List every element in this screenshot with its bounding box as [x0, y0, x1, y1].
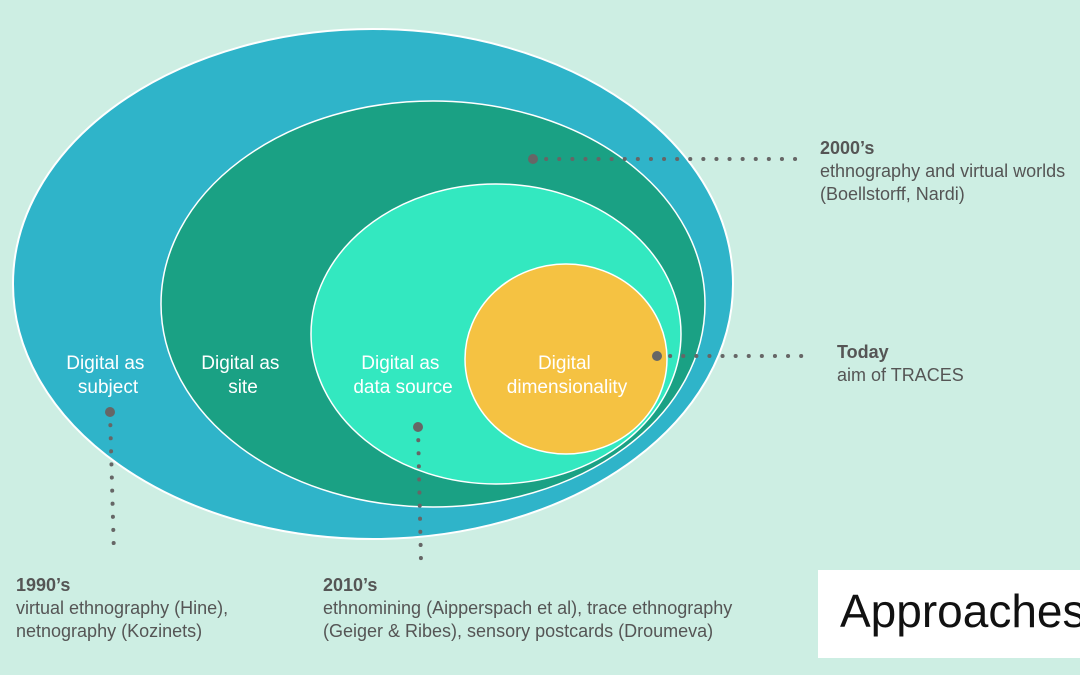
era-today: Today aim of TRACES [837, 341, 964, 387]
era-description: ethnomining (Aipperspach et al), trace e… [323, 598, 733, 618]
label-digital-as-data-source: Digital as data source [353, 353, 452, 398]
marker-2000s [528, 154, 538, 164]
label-line: Digital as [361, 353, 439, 374]
label-line: dimensionality [507, 377, 628, 398]
era-description: aim of TRACES [837, 365, 964, 385]
era-title: 2000’s [820, 138, 875, 158]
era-description: ethnography and virtual worlds [820, 161, 1066, 181]
label-line: subject [78, 377, 139, 398]
era-description: virtual ethnography (Hine), [16, 598, 229, 618]
marker-today [652, 351, 662, 361]
ellipse-digital-dimensionality [464, 263, 668, 455]
label-line: site [228, 377, 258, 398]
slide-title: Approaches [840, 585, 1080, 637]
era-2000s: 2000’s ethnography and virtual worlds (B… [820, 137, 1065, 206]
label-line: Digital [538, 353, 591, 374]
slide-title-box: Approaches [818, 570, 1080, 658]
era-title: 1990’s [16, 575, 71, 595]
label-line: data source [353, 377, 452, 398]
connector-1990s [108, 410, 116, 557]
marker-2010s [413, 422, 423, 432]
label-digital-as-site: Digital as site [201, 353, 284, 398]
era-title: Today [837, 342, 889, 362]
label-digital-as-subject: Digital as subject [66, 353, 149, 398]
connector-2010s [416, 425, 423, 564]
era-title: 2010’s [323, 575, 378, 595]
era-2010s: 2010’s ethnomining (Aipperspach et al), … [323, 574, 732, 643]
era-references: (Boellstorff, Nardi) [820, 184, 965, 204]
era-references: netnography (Kozinets) [16, 621, 203, 641]
marker-1990s [105, 407, 115, 417]
label-line: Digital as [66, 353, 144, 374]
label-line: Digital as [201, 353, 279, 374]
era-1990s: 1990’s virtual ethnography (Hine), netno… [16, 574, 228, 643]
label-digital-dimensionality: Digital dimensionality [507, 353, 628, 398]
era-references: (Geiger & Ribes), sensory postcards (Dro… [323, 621, 714, 641]
